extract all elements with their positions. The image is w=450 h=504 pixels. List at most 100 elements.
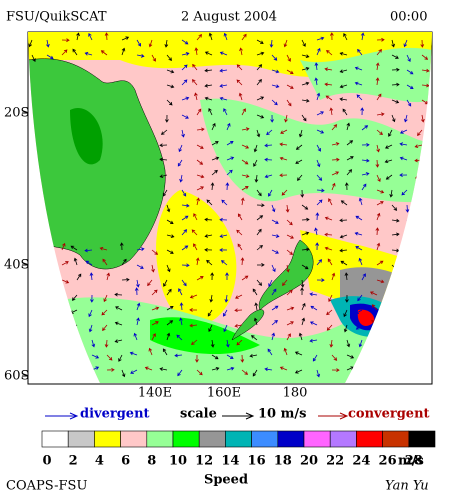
wind-arrow — [339, 248, 348, 253]
wind-arrow — [271, 305, 279, 311]
wind-arrow — [329, 107, 334, 116]
wind-arrow — [211, 156, 220, 161]
arrow-head — [69, 412, 79, 420]
wind-arrow — [376, 174, 381, 183]
wind-arrow — [196, 186, 205, 191]
wind-arrow — [391, 303, 397, 311]
wind-arrow — [159, 143, 168, 148]
wind-arrow — [346, 354, 355, 359]
wind-arrow — [72, 48, 78, 56]
wind-arrow — [421, 83, 430, 88]
wind-arrow — [225, 182, 230, 191]
wind-arrow — [179, 302, 184, 311]
footer-right: Yan Yu — [385, 479, 429, 494]
wind-arrow — [196, 174, 205, 179]
wind-arrow — [164, 39, 169, 48]
color-box — [67, 430, 95, 448]
wind-arrow — [88, 33, 93, 41]
wind-arrow — [204, 96, 213, 101]
wind-arrow — [296, 174, 303, 181]
wind-arrow — [286, 84, 294, 89]
wind-arrow — [310, 305, 318, 311]
wind-arrow — [421, 68, 430, 73]
wind-arrow — [331, 182, 336, 191]
wind-arrow — [376, 93, 382, 101]
colorbar-label: 26 — [379, 454, 397, 469]
wind-arrow — [114, 292, 123, 297]
wind-arrow — [329, 339, 334, 348]
wind-arrow — [28, 347, 33, 356]
wind-arrow — [385, 174, 393, 180]
wind-arrow — [361, 142, 370, 147]
wind-arrow — [223, 32, 228, 41]
wind-arrow — [271, 219, 279, 224]
wind-arrow — [208, 107, 213, 116]
wind-arrow — [375, 159, 380, 168]
wind-arrow — [391, 39, 395, 48]
wind-arrow — [385, 350, 393, 356]
wind-arrow — [309, 292, 318, 297]
wind-arrow — [271, 249, 279, 254]
wind-arrow — [250, 335, 258, 341]
wind-arrow — [159, 367, 168, 371]
wind-arrow — [234, 308, 243, 313]
wind-arrow — [256, 39, 264, 44]
wind-arrow — [61, 261, 69, 266]
wind-arrow — [118, 354, 123, 362]
wind-arrow — [256, 51, 265, 56]
wind-arrow — [181, 245, 189, 251]
wind-arrow — [421, 264, 427, 272]
wind-arrow — [316, 159, 321, 168]
color-box — [41, 430, 69, 448]
wind-arrow — [73, 257, 78, 266]
wind-arrow — [151, 306, 160, 311]
wind-arrow — [301, 217, 310, 222]
wind-arrow — [405, 264, 410, 273]
wind-arrow — [315, 212, 320, 221]
colorbar-label: 18 — [274, 454, 292, 469]
title: FSU/QuikSCAT — [6, 10, 107, 25]
wind-arrow — [286, 219, 293, 226]
wind-arrow — [181, 229, 188, 236]
wind-arrow — [406, 306, 415, 311]
wind-arrow — [208, 324, 213, 333]
wind-arrow — [195, 257, 200, 266]
wind-arrow — [256, 228, 262, 236]
wind-arrow — [252, 369, 258, 377]
wind-arrow — [361, 172, 370, 176]
wind-arrow — [178, 144, 183, 153]
color-box — [303, 430, 331, 448]
scale-label: scale — [180, 407, 217, 422]
wind-arrow — [31, 54, 36, 62]
wind-arrow — [376, 279, 385, 284]
wind-arrow — [271, 288, 277, 296]
wind-arrow — [241, 369, 249, 375]
wind-arrow — [421, 54, 429, 60]
lon-label: 160E — [207, 386, 241, 401]
wind-arrow — [114, 339, 123, 343]
wind-arrow — [300, 189, 305, 198]
wind-arrow — [39, 368, 48, 373]
wind-arrow — [286, 306, 295, 311]
wind-arrow — [54, 337, 63, 341]
wind-arrow — [286, 69, 294, 75]
wind-arrow — [207, 309, 213, 317]
wind-arrow — [271, 204, 276, 213]
wind-arrow — [181, 203, 190, 208]
wind-arrow — [421, 249, 430, 254]
wind-arrow — [254, 174, 259, 183]
wind-arrow — [421, 219, 430, 224]
wind-arrow — [241, 275, 249, 281]
wind-arrow — [219, 96, 228, 101]
wind-arrow — [91, 339, 96, 348]
wind-arrow — [418, 279, 423, 288]
wind-arrow — [144, 366, 153, 371]
wind-arrow — [106, 272, 111, 281]
wind-arrow — [406, 234, 414, 239]
wind-arrow — [406, 289, 413, 296]
wind-arrow — [344, 272, 349, 281]
wind-arrow — [401, 189, 408, 196]
wind-arrow — [403, 114, 408, 123]
convergent-label: convergent — [348, 407, 430, 422]
wind-arrow — [189, 294, 198, 299]
